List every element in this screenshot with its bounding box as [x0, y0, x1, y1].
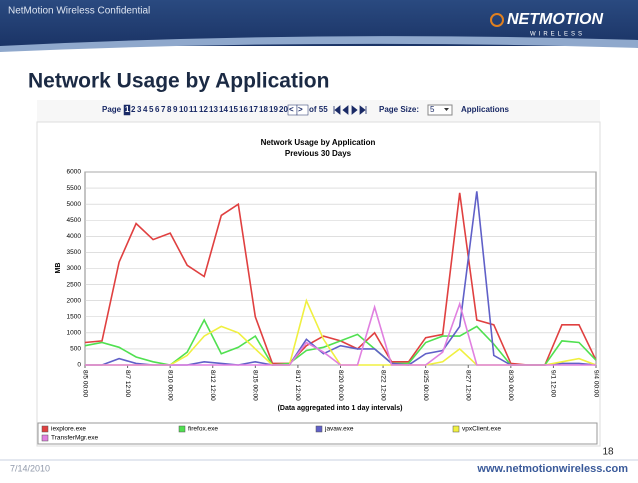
- page-size-box: [427, 104, 453, 116]
- page-link: 16: [239, 105, 248, 114]
- x-tick-label: 8/12 12:00: [209, 370, 216, 401]
- y-tick-label: 500: [70, 346, 81, 353]
- page-link: 2: [131, 105, 136, 114]
- page-link: 9: [173, 105, 178, 114]
- x-tick-label: 8/15 00:00: [252, 370, 259, 401]
- page-link: 11: [189, 105, 198, 114]
- legend-label: javaw.exe: [324, 426, 354, 433]
- x-tick-label: 8/22 12:00: [379, 370, 386, 401]
- legend-swatch: [315, 425, 323, 433]
- chart-subtitle: Previous 30 Days: [285, 149, 352, 158]
- y-tick-label: 3500: [67, 249, 82, 256]
- x-tick-label: 8/20 00:00: [337, 370, 344, 401]
- page-size-label: Page Size:: [379, 105, 419, 114]
- legend-swatch: [41, 434, 49, 442]
- x-tick-label: 9/4 00:00: [592, 370, 599, 397]
- page-link: 6: [155, 105, 160, 114]
- confidential: NetMotion Wireless Confidential: [8, 6, 150, 17]
- x-tick-label: 8/25 00:00: [422, 370, 429, 401]
- page-link: 18: [259, 105, 268, 114]
- page-link: 8: [167, 105, 172, 114]
- footer-url: www.netmotionwireless.com: [476, 463, 628, 475]
- page-link: 7: [161, 105, 166, 114]
- y-tick-label: 2500: [67, 281, 82, 288]
- page-link: 4: [143, 105, 148, 114]
- legend-label: vpxClient.exe: [462, 426, 501, 433]
- y-tick-label: 5000: [67, 201, 82, 208]
- nav-icons: [333, 105, 367, 115]
- x-tick-label: 8/7 12:00: [124, 370, 131, 397]
- y-tick-label: 0: [77, 362, 81, 369]
- chart-title: Network Usage by Application: [261, 138, 376, 147]
- x-tick-label: 8/10 00:00: [166, 370, 173, 401]
- pager-unit: Applications: [461, 105, 510, 114]
- y-tick-label: 4000: [67, 233, 82, 240]
- page-link-box: [123, 104, 131, 116]
- y-tick-label: 1000: [67, 330, 82, 337]
- pager-of: of 55: [309, 105, 328, 114]
- x-tick-label: 9/1 12:00: [550, 370, 557, 397]
- page-link: 19: [269, 105, 278, 114]
- legend-swatch: [178, 425, 186, 433]
- page-link: 17: [249, 105, 258, 114]
- logo-sub: WIRELESS: [530, 32, 585, 38]
- page-size: 5: [430, 105, 435, 114]
- y-tick-label: 5500: [67, 185, 82, 192]
- page-link: 10: [179, 105, 188, 114]
- pager-prev: <: [289, 105, 294, 114]
- page-link: 13: [209, 105, 218, 114]
- series-line: [85, 301, 596, 366]
- header-swoosh: [0, 36, 638, 52]
- y-tick-label: 2000: [67, 297, 82, 304]
- x-tick-label: 8/30 00:00: [507, 370, 514, 401]
- page-link: 14: [219, 105, 228, 114]
- slide-title: Network Usage by Application: [28, 70, 329, 93]
- page-link: 20: [279, 105, 288, 114]
- y-tick-label: 4500: [67, 217, 82, 224]
- dropdown-arrow: [444, 108, 449, 111]
- legend-swatch: [41, 425, 49, 433]
- y-tick-label: 6000: [67, 169, 82, 176]
- y-axis-label: MB: [55, 263, 62, 274]
- x-tick-label: 8/5 00:00: [81, 370, 88, 397]
- legend-swatch: [452, 425, 460, 433]
- legend-label: firefox.exe: [188, 426, 218, 433]
- page-link: 3: [137, 105, 142, 114]
- page-link: 15: [229, 105, 238, 114]
- y-tick-label: 3000: [67, 265, 82, 272]
- page-link: 5: [149, 105, 154, 114]
- footer-date: 7/14/2010: [10, 463, 50, 473]
- pager-next: >: [298, 105, 303, 114]
- page-link: 12: [199, 105, 208, 114]
- logo-icon: [490, 13, 504, 27]
- x-axis-label: (Data aggregated into 1 day intervals): [278, 405, 403, 412]
- x-tick-label: 8/27 12:00: [465, 370, 472, 401]
- y-tick-label: 1500: [67, 313, 82, 320]
- x-tick-label: 8/17 12:00: [294, 370, 301, 401]
- page-link: 1: [125, 105, 130, 114]
- legend-label: iexplore.exe: [51, 426, 86, 433]
- pager-next-box: [296, 104, 309, 116]
- logo: NETMOTION: [507, 11, 603, 28]
- slide-number: 18: [602, 447, 614, 458]
- pager-label: Page: [102, 105, 122, 114]
- legend-label: TransferMgr.exe: [51, 435, 98, 442]
